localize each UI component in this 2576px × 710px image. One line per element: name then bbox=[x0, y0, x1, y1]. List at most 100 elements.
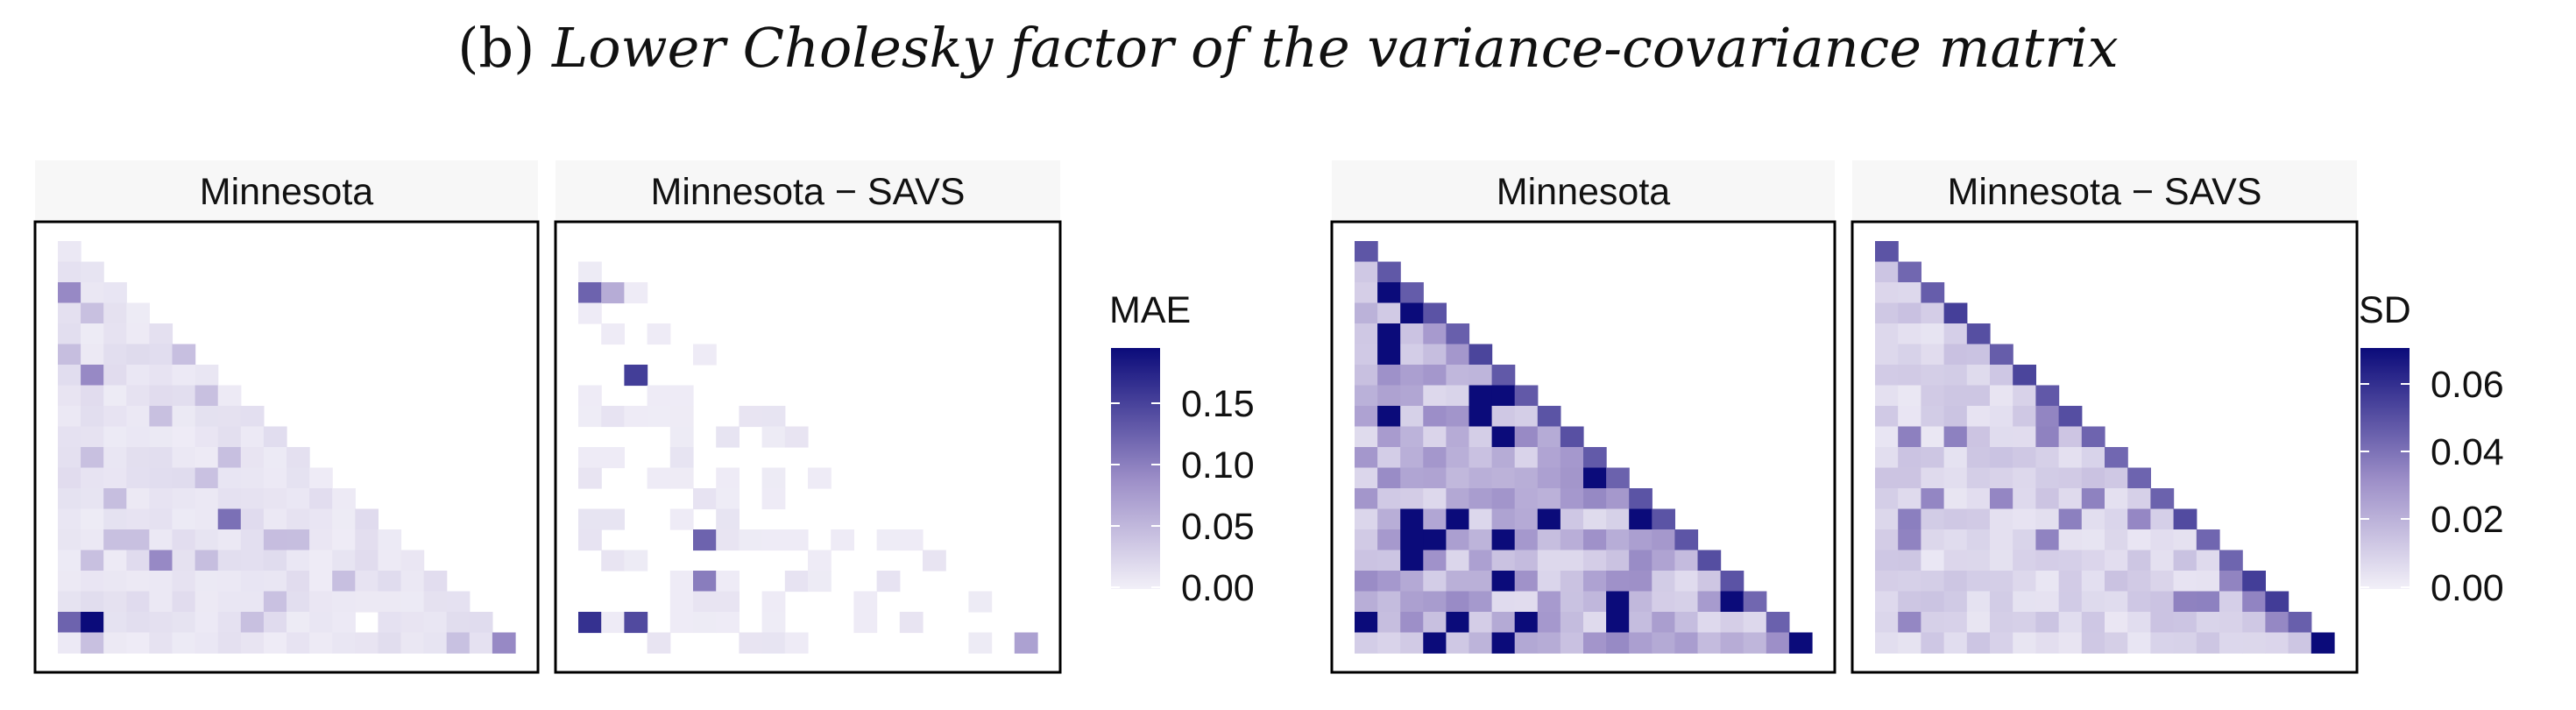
heatmap-cell bbox=[217, 447, 242, 469]
heatmap-cell bbox=[1514, 529, 1539, 551]
heatmap-cell bbox=[81, 282, 104, 304]
heatmap-cell bbox=[400, 550, 425, 572]
legend-tick-label: 0.15 bbox=[1181, 383, 1255, 425]
heatmap-cell bbox=[1921, 488, 1945, 510]
heatmap-cell bbox=[446, 591, 471, 613]
heatmap-cell bbox=[1943, 529, 1968, 551]
heatmap-cell bbox=[761, 632, 786, 654]
heatmap-cell bbox=[716, 612, 740, 634]
heatmap-cell bbox=[1583, 447, 1607, 469]
heatmap-cell bbox=[103, 529, 127, 551]
heatmap-cell bbox=[1583, 529, 1607, 551]
heatmap-cell bbox=[263, 529, 287, 551]
heatmap-cell bbox=[195, 406, 219, 428]
heatmap-cell bbox=[1377, 612, 1401, 634]
legend-colorbar-mae bbox=[1111, 348, 1160, 589]
heatmap-cell bbox=[1423, 571, 1447, 593]
heatmap-cell bbox=[1537, 571, 1561, 593]
heatmap-cell bbox=[2173, 571, 2197, 593]
heatmap-cell bbox=[2173, 550, 2197, 572]
heatmap-cell bbox=[669, 571, 694, 593]
heatmap-cell bbox=[1898, 365, 1921, 387]
heatmap-cell bbox=[149, 591, 173, 613]
heatmap-cell bbox=[2058, 529, 2083, 551]
heatmap-cell bbox=[1423, 385, 1447, 407]
heatmap-cell bbox=[240, 406, 265, 428]
heatmap-cell bbox=[1583, 488, 1607, 510]
heatmap-cell bbox=[1400, 488, 1424, 510]
heatmap-cell bbox=[1355, 488, 1378, 510]
heatmap-cell bbox=[287, 447, 310, 469]
heatmap-cell bbox=[1921, 365, 1945, 387]
heatmap-cell bbox=[647, 385, 671, 407]
heatmap-cell bbox=[1943, 426, 1968, 448]
heatmap-cell bbox=[1423, 406, 1447, 428]
heatmap-cell bbox=[149, 385, 173, 407]
heatmap-cell bbox=[2058, 632, 2083, 654]
heatmap-cell bbox=[1537, 426, 1561, 448]
heatmap-cell bbox=[1966, 612, 1991, 634]
heatmap-cell bbox=[1898, 323, 1921, 345]
heatmap-cell bbox=[739, 632, 763, 654]
heatmap-cell bbox=[1446, 529, 1470, 551]
heatmap-cell bbox=[2127, 591, 2151, 613]
heatmap-cell bbox=[81, 344, 104, 366]
heatmap-cell bbox=[309, 488, 333, 510]
heatmap-cell bbox=[1943, 591, 1968, 613]
heatmap-cell bbox=[287, 508, 310, 530]
heatmap-cell bbox=[126, 591, 150, 613]
heatmap-cell bbox=[2173, 591, 2197, 613]
legend-tick-label: 0.05 bbox=[1181, 506, 1255, 548]
heatmap-cell bbox=[1377, 591, 1401, 613]
heatmap-cell bbox=[1921, 571, 1945, 593]
heatmap-cell bbox=[1898, 467, 1921, 489]
heatmap-cell bbox=[103, 550, 127, 572]
heatmap-cell bbox=[58, 508, 81, 530]
heatmap-cell bbox=[1377, 344, 1401, 366]
heatmap-cell bbox=[81, 550, 104, 572]
heatmap-cell bbox=[126, 612, 150, 634]
heatmap-cell bbox=[923, 550, 946, 572]
heatmap-cell bbox=[2105, 467, 2128, 489]
heatmap-cell bbox=[2150, 571, 2175, 593]
heatmap-cell bbox=[2173, 612, 2197, 634]
heatmap-cell bbox=[332, 508, 356, 530]
heatmap-cell bbox=[400, 632, 425, 654]
heatmap-cell bbox=[195, 488, 219, 510]
heatmap-cell bbox=[240, 426, 265, 448]
heatmap-cell bbox=[784, 529, 809, 551]
heatmap-cell bbox=[1400, 508, 1424, 530]
heatmap-cell bbox=[2127, 508, 2151, 530]
heatmap-cell bbox=[2035, 467, 2060, 489]
heatmap-cell bbox=[1921, 406, 1945, 428]
heatmap-cell bbox=[2035, 385, 2060, 407]
heatmap-cell bbox=[1875, 612, 1899, 634]
heatmap-cell bbox=[1377, 467, 1401, 489]
heatmap-cell bbox=[853, 612, 878, 634]
heatmap-cell bbox=[1514, 591, 1539, 613]
heatmap-cell bbox=[624, 550, 648, 572]
heatmap-cell bbox=[1674, 591, 1699, 613]
heatmap-cell bbox=[1921, 323, 1945, 345]
heatmap-cell bbox=[2013, 529, 2036, 551]
heatmap-cell bbox=[263, 550, 287, 572]
heatmap-cell bbox=[103, 571, 127, 593]
heatmap-cell bbox=[355, 632, 379, 654]
heatmap-cell bbox=[1446, 406, 1470, 428]
heatmap-cell bbox=[808, 467, 832, 489]
heatmap-cell bbox=[1423, 550, 1447, 572]
heatmap-cell bbox=[716, 529, 740, 551]
heatmap-cell bbox=[1606, 632, 1630, 654]
heatmap-cell bbox=[2013, 467, 2036, 489]
heatmap-cell bbox=[309, 508, 333, 530]
heatmap-cell bbox=[1560, 488, 1584, 510]
heatmap-cell bbox=[2058, 591, 2083, 613]
heatmap-cell bbox=[2127, 488, 2151, 510]
heatmap-cell bbox=[2013, 385, 2036, 407]
heatmap-cell bbox=[601, 508, 625, 530]
heatmap-cell bbox=[2081, 612, 2105, 634]
heatmap-cell bbox=[126, 323, 150, 345]
heatmap-cell bbox=[58, 426, 81, 448]
heatmap-cell bbox=[217, 632, 242, 654]
heatmap-cell bbox=[1898, 632, 1921, 654]
